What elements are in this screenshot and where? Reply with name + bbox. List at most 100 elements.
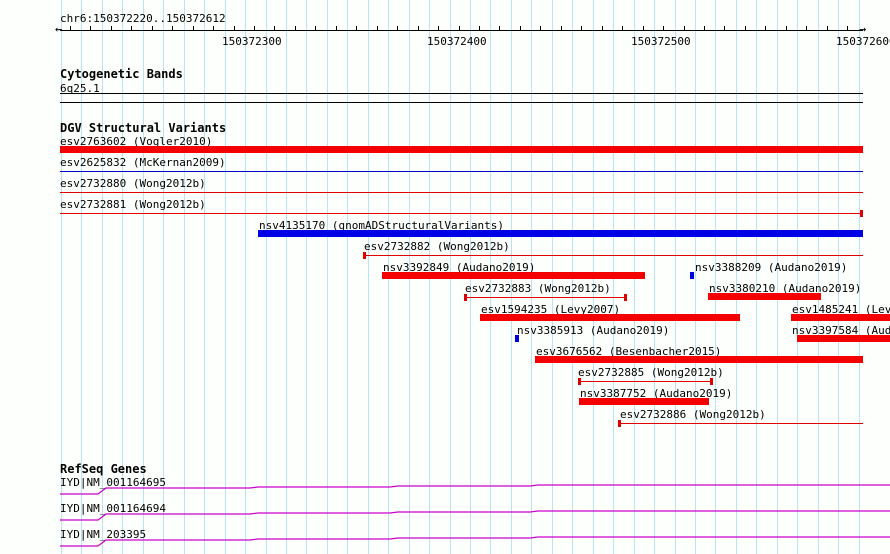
ruler-tick	[397, 26, 398, 31]
ruler-tick	[90, 26, 91, 31]
gridline-vertical	[184, 0, 185, 554]
ruler-right-arrow[interactable]: →	[859, 22, 867, 36]
ruler-tick	[315, 26, 316, 31]
variant-bar[interactable]	[690, 272, 694, 279]
gridline-vertical	[225, 0, 226, 554]
locus-label: chr6:150372220..150372612	[60, 12, 226, 25]
ruler-tick	[479, 26, 480, 31]
variant-bar[interactable]	[60, 146, 863, 153]
ruler-tick	[172, 26, 173, 31]
ruler-tick	[847, 26, 848, 31]
variant-bar[interactable]	[535, 356, 863, 363]
ruler-tick	[684, 26, 685, 31]
ruler-tick	[418, 26, 419, 31]
variant-bar[interactable]	[797, 335, 890, 342]
gridline-vertical	[838, 0, 839, 554]
track-title-cytogenetic-bands: Cytogenetic Bands	[60, 67, 183, 81]
ruler-tick	[622, 26, 623, 31]
ruler-axis-line	[60, 30, 863, 31]
feature-label: 6q25.1	[60, 82, 100, 95]
gridline-vertical	[266, 0, 267, 554]
feature-label: IYD|NM_001164694	[60, 502, 166, 515]
variant-bar[interactable]	[515, 335, 519, 342]
variant-bar[interactable]	[363, 255, 863, 256]
feature-label: IYD|NM_203395	[60, 528, 147, 541]
ruler-tick	[643, 26, 644, 31]
gene-model[interactable]	[60, 536, 890, 548]
ruler-tick	[131, 26, 132, 31]
ruler-tick-label: 150372300	[222, 35, 282, 48]
ruler-tick	[152, 26, 153, 31]
ruler-left-arrow[interactable]: ←	[55, 22, 63, 36]
ruler-tick	[254, 26, 255, 31]
gridline-vertical	[756, 0, 757, 554]
ruler-tick	[70, 26, 71, 31]
ruler-tick	[765, 26, 766, 31]
ruler-tick	[336, 26, 337, 31]
track-title-refseq-genes: RefSeq Genes	[60, 462, 147, 476]
variant-bar[interactable]	[382, 272, 645, 279]
ruler-tick	[377, 26, 378, 31]
ruler-tick	[724, 26, 725, 31]
variant-cap-left	[618, 420, 621, 427]
ruler-tick	[356, 26, 357, 31]
variant-bar[interactable]	[579, 398, 709, 405]
variant-bar[interactable]	[618, 423, 863, 424]
variant-bar[interactable]	[578, 381, 713, 382]
gridline-vertical	[715, 0, 716, 554]
track-title-dgv-structural-variants: DGV Structural Variants	[60, 121, 227, 135]
variant-bar[interactable]	[480, 314, 740, 321]
gridline-vertical	[204, 0, 205, 554]
feature-label: esv2625832 (McKernan2009)	[60, 156, 226, 169]
feature-label: nsv3380210 (Audano2019)	[709, 282, 862, 295]
gene-model[interactable]	[60, 484, 890, 496]
ruler-tick	[663, 26, 664, 31]
feature-label: esv2732880 (Wong2012b)	[60, 177, 206, 190]
ruler-tick	[827, 26, 828, 31]
feature-label: esv2732881 (Wong2012b)	[60, 198, 206, 211]
ruler-tick	[459, 26, 460, 31]
ruler-tick	[540, 26, 541, 31]
ruler-tick	[274, 26, 275, 31]
variant-cap-right	[710, 378, 713, 385]
ruler-tick-label: 150372400	[427, 35, 487, 48]
variant-bar[interactable]	[258, 230, 863, 237]
gridline-vertical	[695, 0, 696, 554]
gridline-vertical	[327, 0, 328, 554]
variant-cap-left	[464, 294, 467, 301]
gene-model[interactable]	[60, 510, 890, 522]
gridline-vertical	[122, 0, 123, 554]
gridline-vertical	[675, 0, 676, 554]
gridline-vertical	[347, 0, 348, 554]
gridline-vertical	[654, 0, 655, 554]
gridline-vertical	[306, 0, 307, 554]
gridline-vertical	[368, 0, 369, 554]
variant-cap-right	[624, 294, 627, 301]
feature-label: esv2732886 (Wong2012b)	[620, 408, 766, 421]
feature-label: esv2732883 (Wong2012b)	[465, 282, 611, 295]
gridline-vertical	[81, 0, 82, 554]
ruler-tick	[786, 26, 787, 31]
variant-bar[interactable]	[60, 192, 863, 193]
variant-bar[interactable]	[708, 293, 821, 300]
variant-bar[interactable]	[791, 314, 890, 321]
variant-bar[interactable]	[464, 297, 627, 298]
ruler-tick	[234, 26, 235, 31]
variant-bar[interactable]	[60, 171, 863, 172]
feature-label: nsv3397584 (Auda	[792, 324, 890, 337]
feature-label: nsv4135170 (gnomADStructuralVariants)	[259, 219, 505, 232]
ruler-tick	[193, 26, 194, 31]
gridline-vertical	[736, 0, 737, 554]
gridline-vertical	[797, 0, 798, 554]
cytoband-bar	[60, 93, 863, 94]
feature-label: esv1485241 (Levy2	[792, 303, 890, 316]
feature-label: nsv3385913 (Audano2019)	[517, 324, 670, 337]
gridline-vertical	[102, 0, 103, 554]
ruler-tick	[111, 26, 112, 31]
gridline-vertical	[163, 0, 164, 554]
feature-label: esv2763602 (Vogler2010)	[60, 135, 213, 148]
gridline-vertical	[859, 0, 860, 554]
variant-bar[interactable]	[60, 213, 863, 214]
ruler-tick	[499, 26, 500, 31]
